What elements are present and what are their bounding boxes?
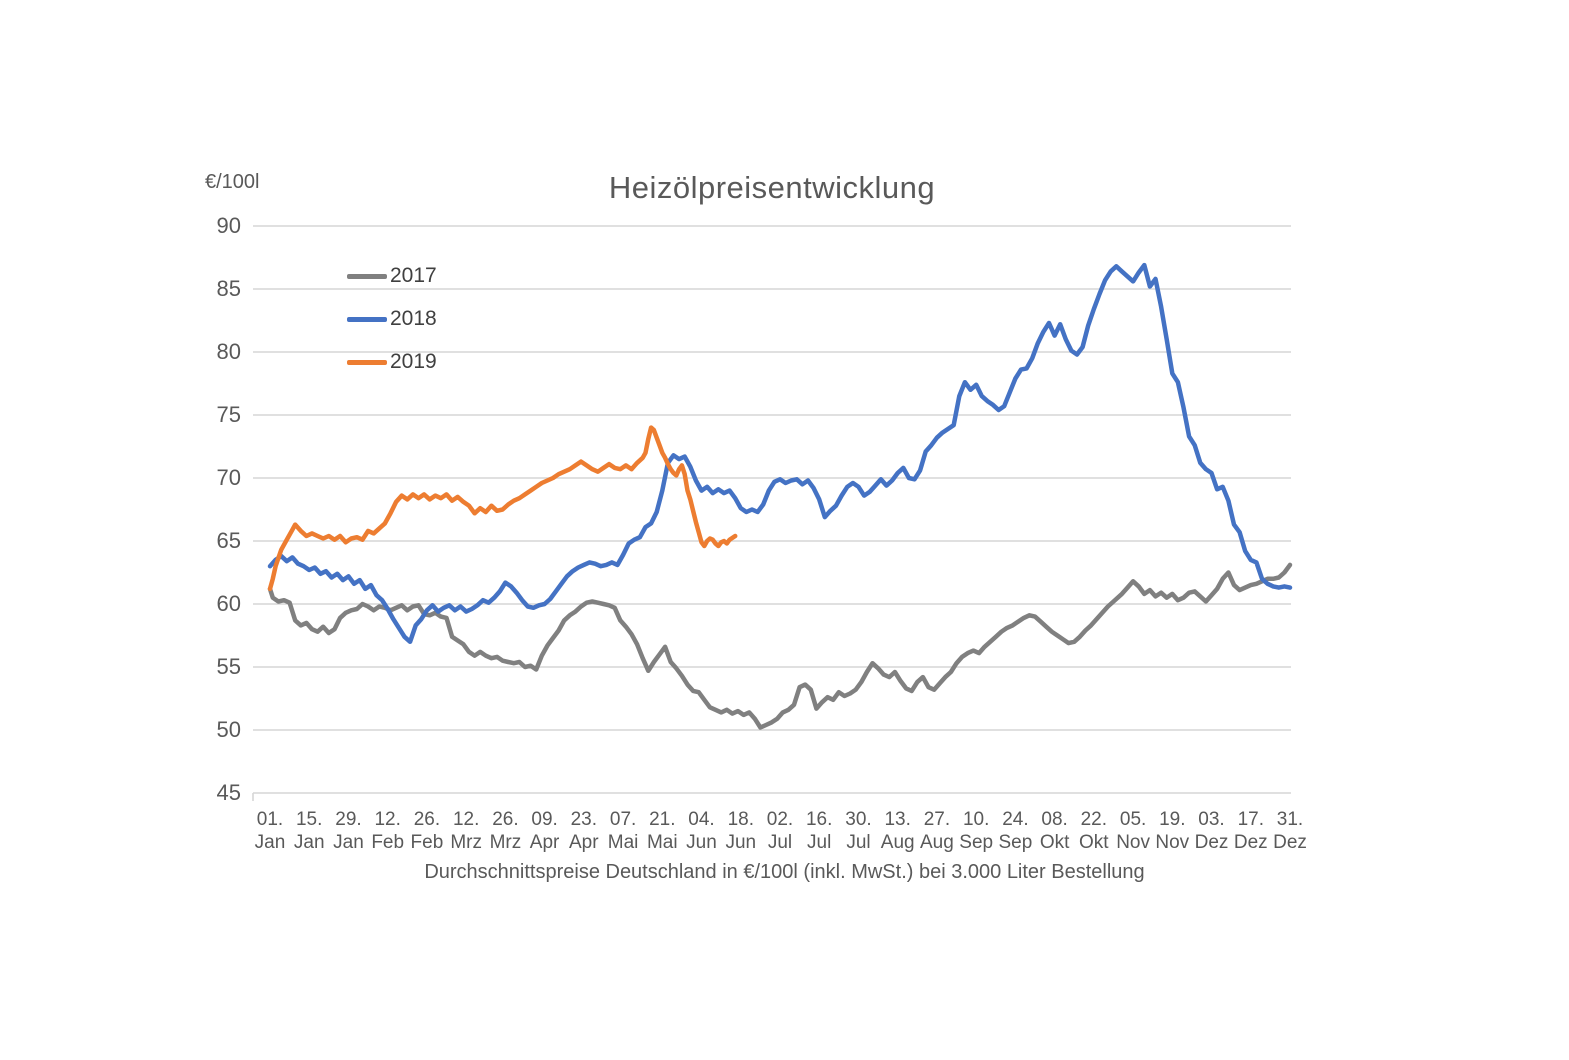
x-tick-label-day: 04. <box>688 809 714 830</box>
x-tick-label-day: 26. <box>414 809 440 830</box>
chart-title: Heizölpreisentwicklung <box>608 170 936 205</box>
legend-label-2018: 2018 <box>390 307 437 330</box>
x-tick-label-month: Feb <box>411 832 444 853</box>
x-tick-label-day: 05. <box>1120 809 1146 830</box>
y-tick-label: 80 <box>217 339 241 364</box>
x-tick-label-month: Jun <box>686 832 717 853</box>
x-tick-label-day: 29. <box>335 809 361 830</box>
x-tick-label-month: Sep <box>959 832 993 853</box>
x-tick-label-month: Jun <box>725 832 756 853</box>
y-tick-label: 55 <box>217 654 241 679</box>
x-tick-label-day: 13. <box>884 809 910 830</box>
chart-caption: Durchschnittspreise Deutschland in €/100… <box>424 861 1145 883</box>
legend-item-2018: 2018 <box>347 304 437 334</box>
x-tick-label-day: 19. <box>1159 809 1185 830</box>
x-tick-label-month: Mai <box>608 832 639 853</box>
legend-swatch-2017 <box>347 273 387 279</box>
legend-item-2017: 2017 <box>347 261 437 291</box>
legend-swatch-2018 <box>347 316 387 322</box>
y-tick-label: 65 <box>217 528 241 553</box>
series-line-2019 <box>267 425 738 592</box>
x-tick-label-month: Mrz <box>490 832 522 853</box>
y-tick-label: 85 <box>217 276 241 301</box>
x-tick-label-day: 24. <box>1002 809 1028 830</box>
x-tick-label-month: Okt <box>1079 832 1109 853</box>
y-tick-label: 70 <box>217 465 241 490</box>
series-line-2017 <box>267 562 1293 730</box>
x-tick-label-day: 03. <box>1198 809 1224 830</box>
x-tick-label-month: Aug <box>920 832 954 853</box>
y-tick-label: 45 <box>217 780 241 805</box>
x-tick-label-day: 26. <box>492 809 518 830</box>
x-tick-label-month: Aug <box>881 832 915 853</box>
x-tick-label-month: Jan <box>294 832 325 853</box>
x-tick-label-month: Feb <box>371 832 404 853</box>
x-tick-label-day: 18. <box>728 809 754 830</box>
x-tick-label-month: Mai <box>647 832 678 853</box>
legend-label-2017: 2017 <box>390 264 437 287</box>
x-tick-label-day: 12. <box>453 809 479 830</box>
x-tick-label-month: Jan <box>255 832 286 853</box>
x-tick-label-month: Nov <box>1155 832 1189 853</box>
x-tick-label-month: Dez <box>1273 832 1307 853</box>
x-tick-label-month: Apr <box>530 832 560 853</box>
x-tick-label-day: 21. <box>649 809 675 830</box>
x-tick-label-month: Mrz <box>450 832 482 853</box>
y-tick-label: 50 <box>217 717 241 742</box>
x-tick-label-month: Jul <box>807 832 831 853</box>
x-tick-label-day: 07. <box>610 809 636 830</box>
x-tick-label-day: 08. <box>1041 809 1067 830</box>
x-tick-label-month: Jan <box>333 832 364 853</box>
x-tick-label-day: 30. <box>845 809 871 830</box>
y-tick-label: 90 <box>217 213 241 238</box>
x-tick-label-month: Dez <box>1234 832 1268 853</box>
x-tick-label-month: Dez <box>1195 832 1229 853</box>
y-axis-unit-label: €/100l <box>205 171 260 193</box>
x-tick-label-day: 17. <box>1238 809 1264 830</box>
x-tick-label-month: Okt <box>1040 832 1070 853</box>
x-tick-label-month: Apr <box>569 832 599 853</box>
x-tick-label-day: 31. <box>1277 809 1303 830</box>
x-tick-label-day: 12. <box>374 809 400 830</box>
x-tick-label-day: 23. <box>571 809 597 830</box>
x-tick-label-month: Sep <box>998 832 1032 853</box>
y-tick-label: 75 <box>217 402 241 427</box>
x-tick-label-day: 02. <box>767 809 793 830</box>
x-tick-label-day: 10. <box>963 809 989 830</box>
y-tick-label: 60 <box>217 591 241 616</box>
series-line-2018 <box>267 262 1293 645</box>
x-tick-label-month: Nov <box>1116 832 1150 853</box>
x-tick-label-day: 16. <box>806 809 832 830</box>
x-tick-label-month: Jul <box>768 832 792 853</box>
x-tick-label-day: 15. <box>296 809 322 830</box>
legend-swatch-2019 <box>347 359 387 365</box>
x-tick-label-day: 09. <box>531 809 557 830</box>
x-tick-label-day: 01. <box>257 809 283 830</box>
x-tick-label-day: 22. <box>1081 809 1107 830</box>
x-tick-label-day: 27. <box>924 809 950 830</box>
legend-label-2019: 2019 <box>390 350 437 373</box>
x-tick-label-month: Jul <box>846 832 870 853</box>
legend-item-2019: 2019 <box>347 347 437 377</box>
legend: 2017 2018 2019 <box>347 261 437 390</box>
